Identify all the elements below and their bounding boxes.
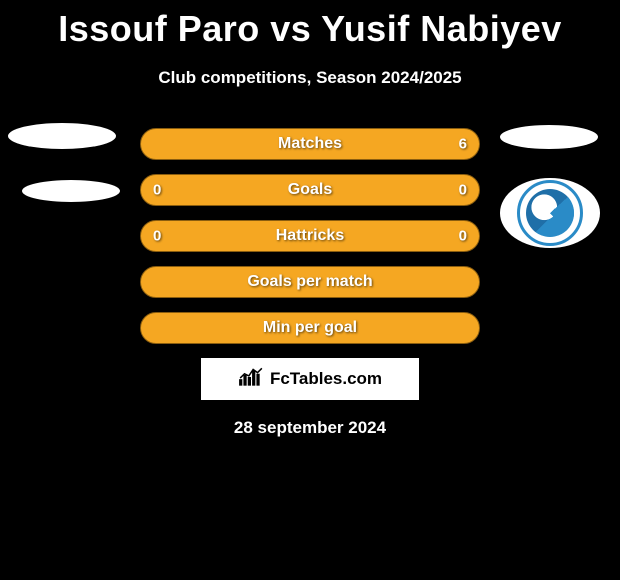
stat-left-value: 0 [153,182,161,199]
bar-chart-icon [238,366,264,393]
stat-row-hattricks: 0 Hattricks 0 [140,220,480,252]
stat-right-value: 0 [459,182,467,199]
stat-label: Goals [288,181,332,199]
stat-label: Goals per match [247,273,372,291]
stat-label: Min per goal [263,319,357,337]
stat-row-goals: 0 Goals 0 [140,174,480,206]
stat-right-value: 0 [459,228,467,245]
subtitle: Club competitions, Season 2024/2025 [0,68,620,88]
stat-right-value: 6 [459,136,467,153]
stat-row-matches: Matches 6 [140,128,480,160]
page-title: Issouf Paro vs Yusif Nabiyev [0,0,620,50]
date-text: 28 september 2024 [0,418,620,438]
branding-box: FcTables.com [201,358,419,400]
stat-row-goals-per-match: Goals per match [140,266,480,298]
stat-row-min-per-goal: Min per goal [140,312,480,344]
branding-text: FcTables.com [270,369,382,389]
stat-left-value: 0 [153,228,161,245]
stat-label: Matches [278,135,342,153]
stat-label: Hattricks [276,227,344,245]
stats-block: Matches 6 0 Goals 0 0 Hattricks 0 Goals … [0,128,620,344]
